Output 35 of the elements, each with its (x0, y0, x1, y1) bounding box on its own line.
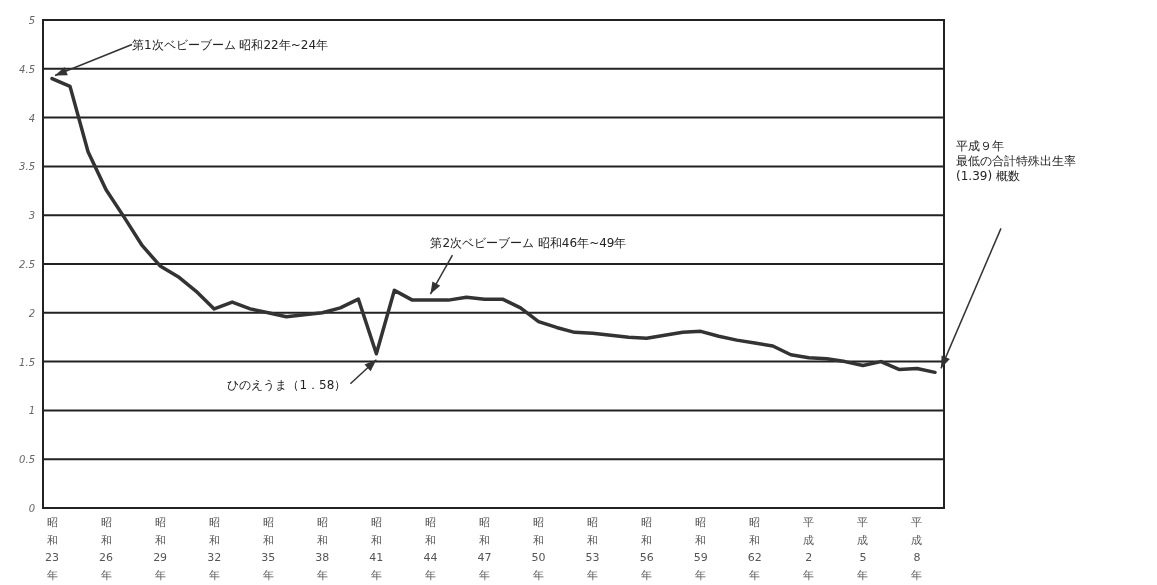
y-tick-label: 2 (28, 307, 35, 319)
annotation: 第1次ベビーブーム 昭和22年~24年 (132, 37, 329, 52)
x-tick-label: 昭和26年 (99, 516, 114, 582)
x-tick-label: 平成2年 (803, 516, 815, 582)
x-tick-label: 昭和50年 (531, 516, 546, 582)
x-tick-label: 昭和56年 (639, 516, 654, 582)
y-tick-label: 0.5 (19, 454, 35, 466)
x-tick-label: 昭和41年 (369, 516, 384, 582)
annotation: ひのえうま（1．58） (227, 377, 347, 392)
y-tick-label: 0 (28, 503, 35, 514)
x-tick-label: 昭和35年 (261, 516, 276, 582)
x-tick-label: 昭和62年 (747, 516, 762, 582)
y-tick-label: 4 (28, 112, 35, 124)
y-tick-label: 3 (28, 210, 35, 222)
annotation: 第2次ベビーブーム 昭和46年~49年 (430, 236, 627, 251)
y-tick-label: 5 (28, 15, 35, 26)
x-tick-label: 昭和38年 (315, 516, 330, 582)
y-tick-label: 4.5 (19, 63, 35, 75)
text: (1.39) 概数 (956, 169, 1020, 183)
x-tick-label: 昭和44年 (423, 516, 438, 582)
x-tick-label: 昭和29年 (153, 516, 168, 582)
x-tick-label: 昭和32年 (207, 516, 222, 582)
x-tick-label: 昭和53年 (585, 516, 600, 582)
y-tick-label: 2.5 (19, 259, 35, 270)
x-tick-label: 昭和47年 (477, 516, 492, 582)
x-tick-label: 平成5年 (857, 516, 869, 582)
y-tick-label: 3.5 (19, 161, 35, 173)
x-tick-label: 昭和23年 (45, 516, 60, 582)
y-tick-label: 1 (28, 405, 35, 417)
text: 最低の合計特殊出生率 (956, 154, 1076, 168)
line-series (50, 76, 937, 375)
y-tick-label: 1.5 (19, 356, 35, 368)
x-tick-label: 平成8年 (911, 516, 923, 582)
text: 平成９年 (956, 139, 1004, 153)
x-tick-label: 昭和59年 (693, 516, 708, 582)
